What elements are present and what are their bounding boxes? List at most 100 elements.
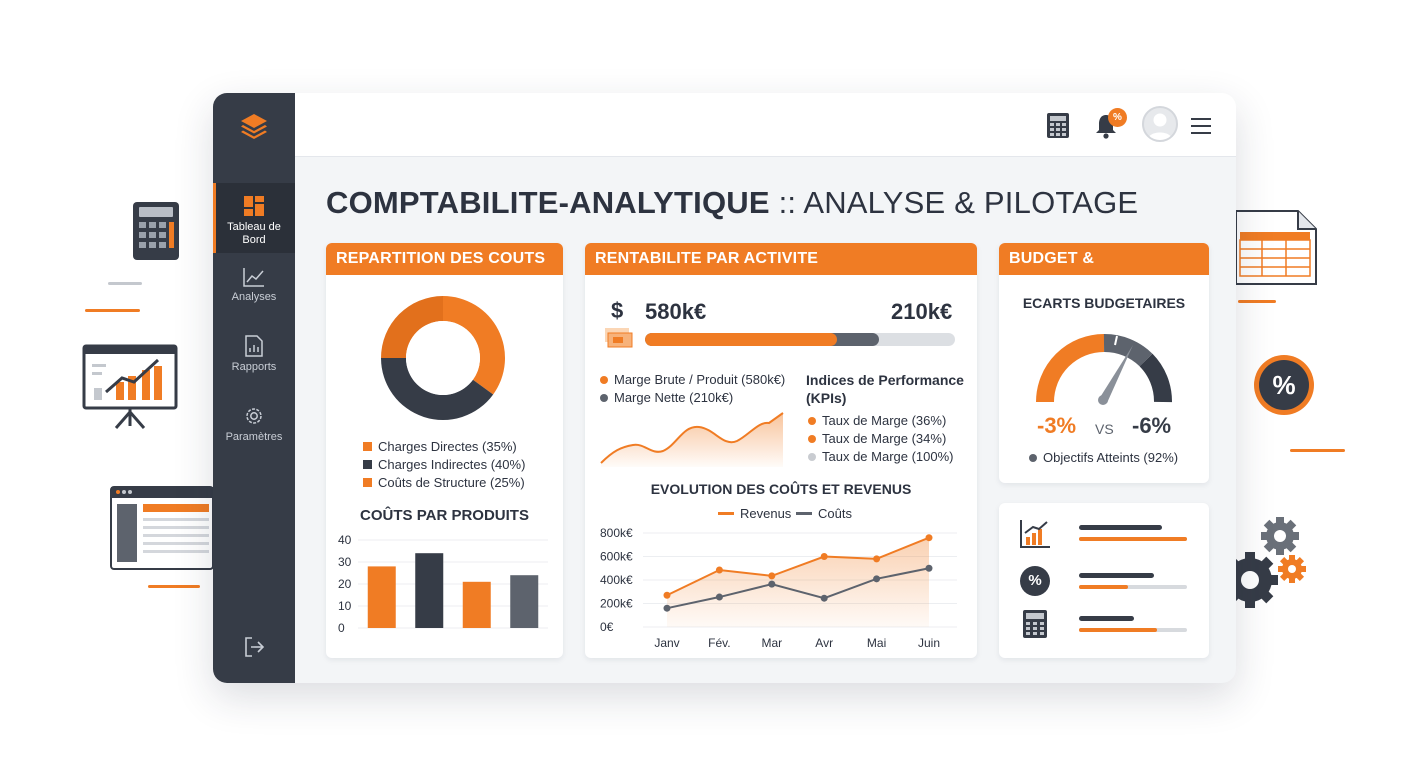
budget-subtitle: ECARTS BUDGETAIRES xyxy=(1022,295,1186,311)
calculator-icon[interactable] xyxy=(1046,112,1070,144)
decorative-line xyxy=(85,309,140,312)
series-point xyxy=(768,572,776,580)
series-point xyxy=(925,534,933,542)
legend-couts-structure: Coûts de Structure (25%) xyxy=(363,475,525,490)
budget-card: BUDGET & PREVISIONNEL ECARTS BUDGETAIRES… xyxy=(999,243,1209,483)
y-tick-label: 30 xyxy=(338,555,352,569)
sidebar-item-label: Analyses xyxy=(231,291,277,303)
mini-bar-dark xyxy=(1079,525,1163,530)
series-point xyxy=(820,553,828,560)
y-tick-label: 20 xyxy=(338,577,352,591)
budget-vs: VS xyxy=(1095,421,1114,437)
menu-icon[interactable] xyxy=(1190,117,1212,140)
product-bar-1 xyxy=(415,553,444,628)
sidebar-item-parametres[interactable]: Paramètres xyxy=(213,405,295,455)
y-tick-label: 40 xyxy=(338,533,352,547)
mini-bar-dark xyxy=(1079,573,1154,578)
money-stack-icon xyxy=(604,327,634,354)
mini-bar-dark xyxy=(1079,616,1135,621)
series-line-1 xyxy=(666,567,930,610)
kpi-taux-marge-34: Taux de Marge (34%) xyxy=(808,431,946,446)
product-bar-0 xyxy=(367,566,396,628)
percent-circle-icon: % xyxy=(1251,352,1317,423)
series-point xyxy=(820,594,828,602)
value-marge-nette: 210k€ xyxy=(891,299,953,324)
budget-header: BUDGET & PREVISIONNEL xyxy=(999,243,1209,299)
legend-charges-indirectes: Charges Indirectes (40%) xyxy=(363,457,525,472)
small-calculator-icon xyxy=(1022,609,1048,644)
gear-icon xyxy=(246,408,262,424)
decorative-line xyxy=(1290,449,1345,452)
presentation-board-icon xyxy=(82,342,178,435)
budget-value-left: -3% xyxy=(1037,413,1077,438)
series-point xyxy=(873,575,881,583)
y-tick-label: 200k€ xyxy=(600,597,633,611)
spreadsheet-window-icon xyxy=(110,486,214,575)
x-tick-label: Fév. xyxy=(708,636,730,650)
legend-marge-nette: Marge Nette (210k€) xyxy=(600,390,733,405)
avatar[interactable] xyxy=(1142,106,1178,142)
series-point xyxy=(663,604,671,612)
y-tick-label: 0 xyxy=(338,621,345,635)
line-chart-icon xyxy=(243,268,264,287)
gears-icon xyxy=(1222,514,1312,615)
sidebar-item-tableau-de-bord[interactable]: Tableau de Bord xyxy=(213,183,295,253)
floating-calculator-icon xyxy=(132,201,180,266)
budget-value-right: -6% xyxy=(1132,413,1172,438)
rentabilite-header: RENTABILITE PAR ACTIVITE xyxy=(585,243,977,275)
repartition-header: REPARTITION DES COUTS xyxy=(326,243,563,275)
logout-icon[interactable] xyxy=(243,636,265,663)
value-marge-brute: 580k€ xyxy=(645,299,707,324)
mini-kpi-card: % xyxy=(999,503,1209,658)
sidebar-item-label: Paramètres xyxy=(225,431,283,443)
svg-text:%: % xyxy=(1272,370,1295,400)
legend-charges-directes: Charges Directes (35%) xyxy=(363,439,517,454)
sidebar-item-analyses[interactable]: Analyses xyxy=(213,267,295,317)
x-tick-label: Juin xyxy=(918,636,940,650)
app-window: Tableau de Bord Analyses Rapports P xyxy=(213,93,1236,683)
series-line-0 xyxy=(666,536,930,597)
repartition-card: REPARTITION DES COUTS Charges Directes (… xyxy=(326,243,563,658)
mini-bar-track xyxy=(1079,585,1187,589)
y-tick-label: 0€ xyxy=(600,620,614,634)
legend-marge-brute: Marge Brute / Produit (580k€) xyxy=(600,372,785,387)
y-tick-label: 800k€ xyxy=(600,526,633,540)
percent-icon: % xyxy=(1020,566,1050,596)
y-tick-label: 600k€ xyxy=(600,550,633,564)
x-tick-label: Janv xyxy=(654,636,679,650)
sidebar-item-rapports[interactable]: Rapports xyxy=(213,335,295,385)
y-tick-label: 400k€ xyxy=(600,573,633,587)
products-bar-chart: 40 30 20 10 0 xyxy=(338,533,548,635)
growth-chart-icon xyxy=(1019,519,1051,554)
sidebar-item-label: Tableau de Bord xyxy=(227,221,281,246)
costs-donut-chart xyxy=(381,296,505,420)
spreadsheet-sheet-icon xyxy=(1230,210,1318,291)
layers-logo-icon[interactable] xyxy=(239,111,269,141)
evolution-chart-title: EVOLUTION DES COÛTS ET REVENUS xyxy=(650,481,912,497)
report-icon xyxy=(245,335,263,357)
dashboard-icon xyxy=(244,196,264,216)
currency-symbol: $ xyxy=(611,298,624,323)
mini-bar-orange xyxy=(1079,537,1187,541)
margin-sparkline xyxy=(600,412,784,467)
page-title: COMPTABILITE-ANALYTIQUE :: ANALYSE & PIL… xyxy=(326,185,1139,220)
mini-bar-orange xyxy=(1079,628,1157,632)
x-tick-label: Mar xyxy=(761,636,782,650)
kpi-taux-marge-100: Taux de Marge (100%) xyxy=(808,449,954,464)
series-point xyxy=(715,593,723,601)
decorative-line xyxy=(148,585,200,588)
series-point xyxy=(663,591,671,599)
budget-gauge xyxy=(1036,333,1173,405)
evolution-line-chart: 800k€ 600k€ 400k€ 200k€ 0€ Janv Fév. Mar Avr Mai J… xyxy=(600,526,957,650)
product-bar-2 xyxy=(462,581,491,628)
product-bar-3 xyxy=(510,575,539,628)
kpi-taux-marge-36: Taux de Marge (36%) xyxy=(808,413,946,428)
decorative-line xyxy=(1238,300,1276,303)
donut-slice-0 xyxy=(443,296,505,395)
x-tick-label: Mai xyxy=(867,636,886,650)
decorative-line xyxy=(108,282,142,285)
top-bar: % xyxy=(295,93,1236,157)
legend-revenus: Revenus xyxy=(718,506,791,521)
series-point xyxy=(715,566,723,574)
legend-couts: Coûts xyxy=(796,506,852,521)
